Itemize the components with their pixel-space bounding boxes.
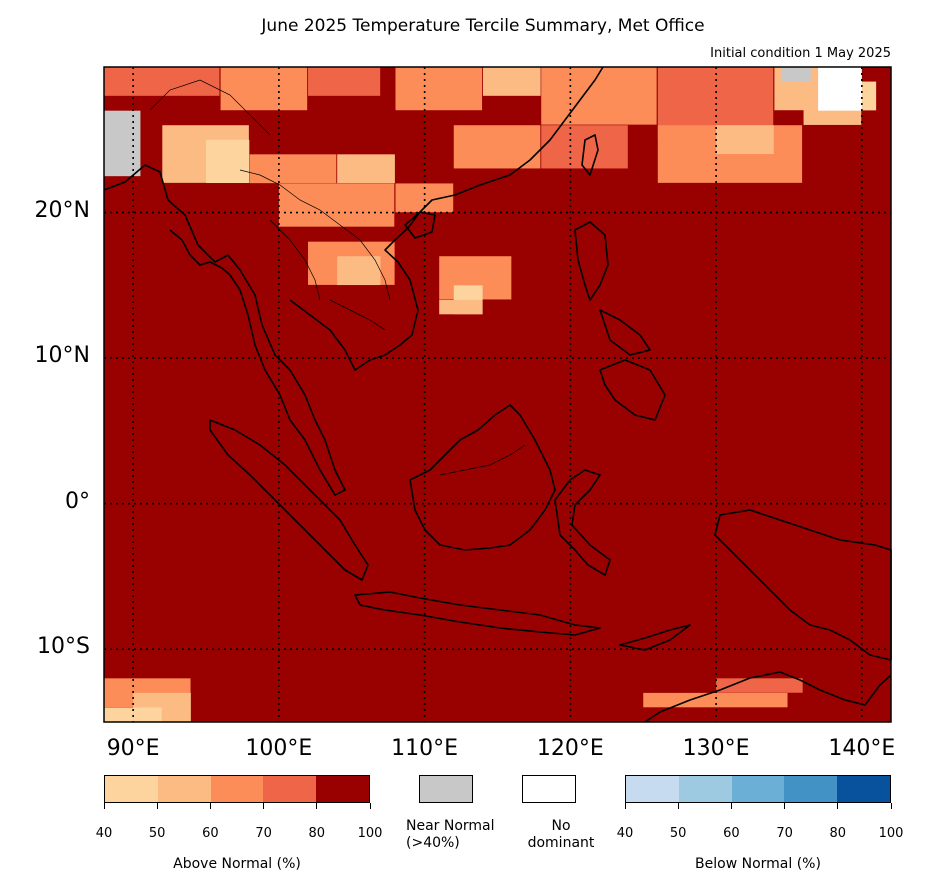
colorbar-tick-label: 100	[357, 826, 383, 841]
above-normal-colorbar	[104, 775, 370, 803]
tercile-cell	[206, 139, 250, 184]
borneo-border	[439, 444, 526, 476]
colorbar-segment	[784, 776, 838, 802]
latitude-label: 0°	[65, 488, 90, 514]
near-normal-cell	[104, 110, 141, 177]
tercile-cell	[337, 256, 381, 286]
longitude-label: 140°E	[828, 736, 896, 761]
colorbar-tick-label: 40	[95, 826, 113, 841]
above-normal-label: Above Normal (%)	[173, 856, 301, 872]
colorbar-segment	[731, 776, 785, 802]
colorbar-segment	[263, 776, 317, 802]
tercile-cells	[104, 67, 877, 722]
colorbar-tick	[837, 803, 839, 809]
sumatra	[209, 419, 369, 581]
below-normal-label: Below Normal (%)	[695, 856, 821, 872]
coastlines	[103, 66, 892, 723]
no-dominant-label-line1: No	[551, 818, 571, 834]
colorbar-segment	[837, 776, 890, 802]
tercile-cell	[541, 67, 657, 125]
colorbar-tick-label: 50	[148, 826, 166, 841]
near-normal-label-line2: (>40%)	[406, 835, 460, 851]
java	[354, 591, 601, 636]
colorbar-segment	[316, 776, 369, 802]
tercile-cell	[337, 154, 395, 184]
latitude-label: 10°S	[37, 634, 90, 660]
longitude-label: 100°E	[245, 736, 313, 761]
near-normal-label: Near Normal (>40%)	[406, 818, 536, 852]
colorbar-segment	[210, 776, 264, 802]
near-normal-swatch	[419, 775, 473, 803]
colorbar-tick	[677, 803, 679, 809]
tercile-cell	[716, 678, 803, 693]
taiwan	[581, 134, 599, 176]
indochina-coast	[289, 66, 604, 371]
map-subtitle: Initial condition 1 May 2025	[710, 46, 891, 61]
colorbar-tick	[103, 803, 105, 809]
luzon	[574, 221, 609, 301]
longitude-label: 110°E	[391, 736, 459, 761]
australia-coast	[644, 671, 892, 723]
colorbar-segment	[626, 776, 679, 802]
tercile-cell	[308, 67, 381, 96]
borneo	[409, 404, 556, 551]
near-normal-label-line1: Near Normal	[406, 818, 495, 834]
colorbar-tick-label: 40	[616, 826, 634, 841]
no-dominant-swatch	[522, 775, 576, 803]
tercile-cell	[716, 125, 774, 155]
colorbar-tick-label: 50	[669, 826, 687, 841]
longitude-label: 90°E	[106, 736, 160, 761]
visayas	[599, 309, 651, 356]
tercile-cell	[278, 183, 395, 227]
colorbar-segment	[105, 776, 158, 802]
indochina-borders	[149, 79, 391, 331]
hainan	[404, 211, 436, 239]
tercile-cell	[104, 707, 162, 722]
tercile-cell	[249, 154, 337, 184]
tercile-cell	[439, 299, 483, 315]
colorbar-tick	[209, 803, 211, 809]
longitude-label: 130°E	[682, 736, 750, 761]
new-guinea	[714, 509, 892, 661]
colorbar-tick-label: 70	[776, 826, 793, 841]
latitude-label: 20°N	[34, 197, 90, 223]
tercile-cell	[395, 67, 483, 111]
colorbar-tick	[784, 803, 786, 809]
colorbar-tick	[156, 803, 158, 809]
below-normal-colorbar	[625, 775, 891, 803]
colorbar-tick	[624, 803, 626, 809]
colorbar-tick-label: 70	[255, 826, 272, 841]
colorbar-tick-label: 80	[829, 826, 847, 841]
tercile-cell	[104, 67, 220, 96]
colorbar-tick	[890, 803, 892, 809]
country-borders	[149, 79, 526, 476]
tercile-cell	[453, 125, 541, 169]
sulawesi	[554, 469, 611, 576]
no-dominant-label-line2: dominant	[527, 835, 595, 851]
gridlines	[104, 67, 891, 722]
tercile-cell	[643, 692, 788, 708]
near-normal-cell	[781, 67, 811, 82]
colorbar-tick	[316, 803, 318, 809]
tercile-cell	[220, 67, 308, 111]
colorbar-tick-label: 60	[202, 826, 219, 841]
colorbar-tick-label: 100	[878, 826, 904, 841]
colorbar-segment	[678, 776, 732, 802]
colorbar-tick-label: 60	[723, 826, 740, 841]
colorbar-tick	[369, 803, 371, 809]
map-title: June 2025 Temperature Tercile Summary, M…	[261, 16, 705, 36]
no-dominant-cell	[818, 67, 862, 111]
tercile-cell	[482, 67, 541, 96]
mindanao	[599, 359, 666, 421]
no-dominant-label: No dominant	[511, 818, 611, 852]
latitude-label: 10°N	[34, 343, 90, 369]
map-frame	[103, 66, 892, 723]
colorbar-tick-label: 80	[308, 826, 326, 841]
colorbar-segment	[157, 776, 211, 802]
longitude-label: 120°E	[536, 736, 604, 761]
mainland-coast	[103, 164, 346, 496]
colorbar-tick	[263, 803, 265, 809]
colorbar-tick	[730, 803, 732, 809]
